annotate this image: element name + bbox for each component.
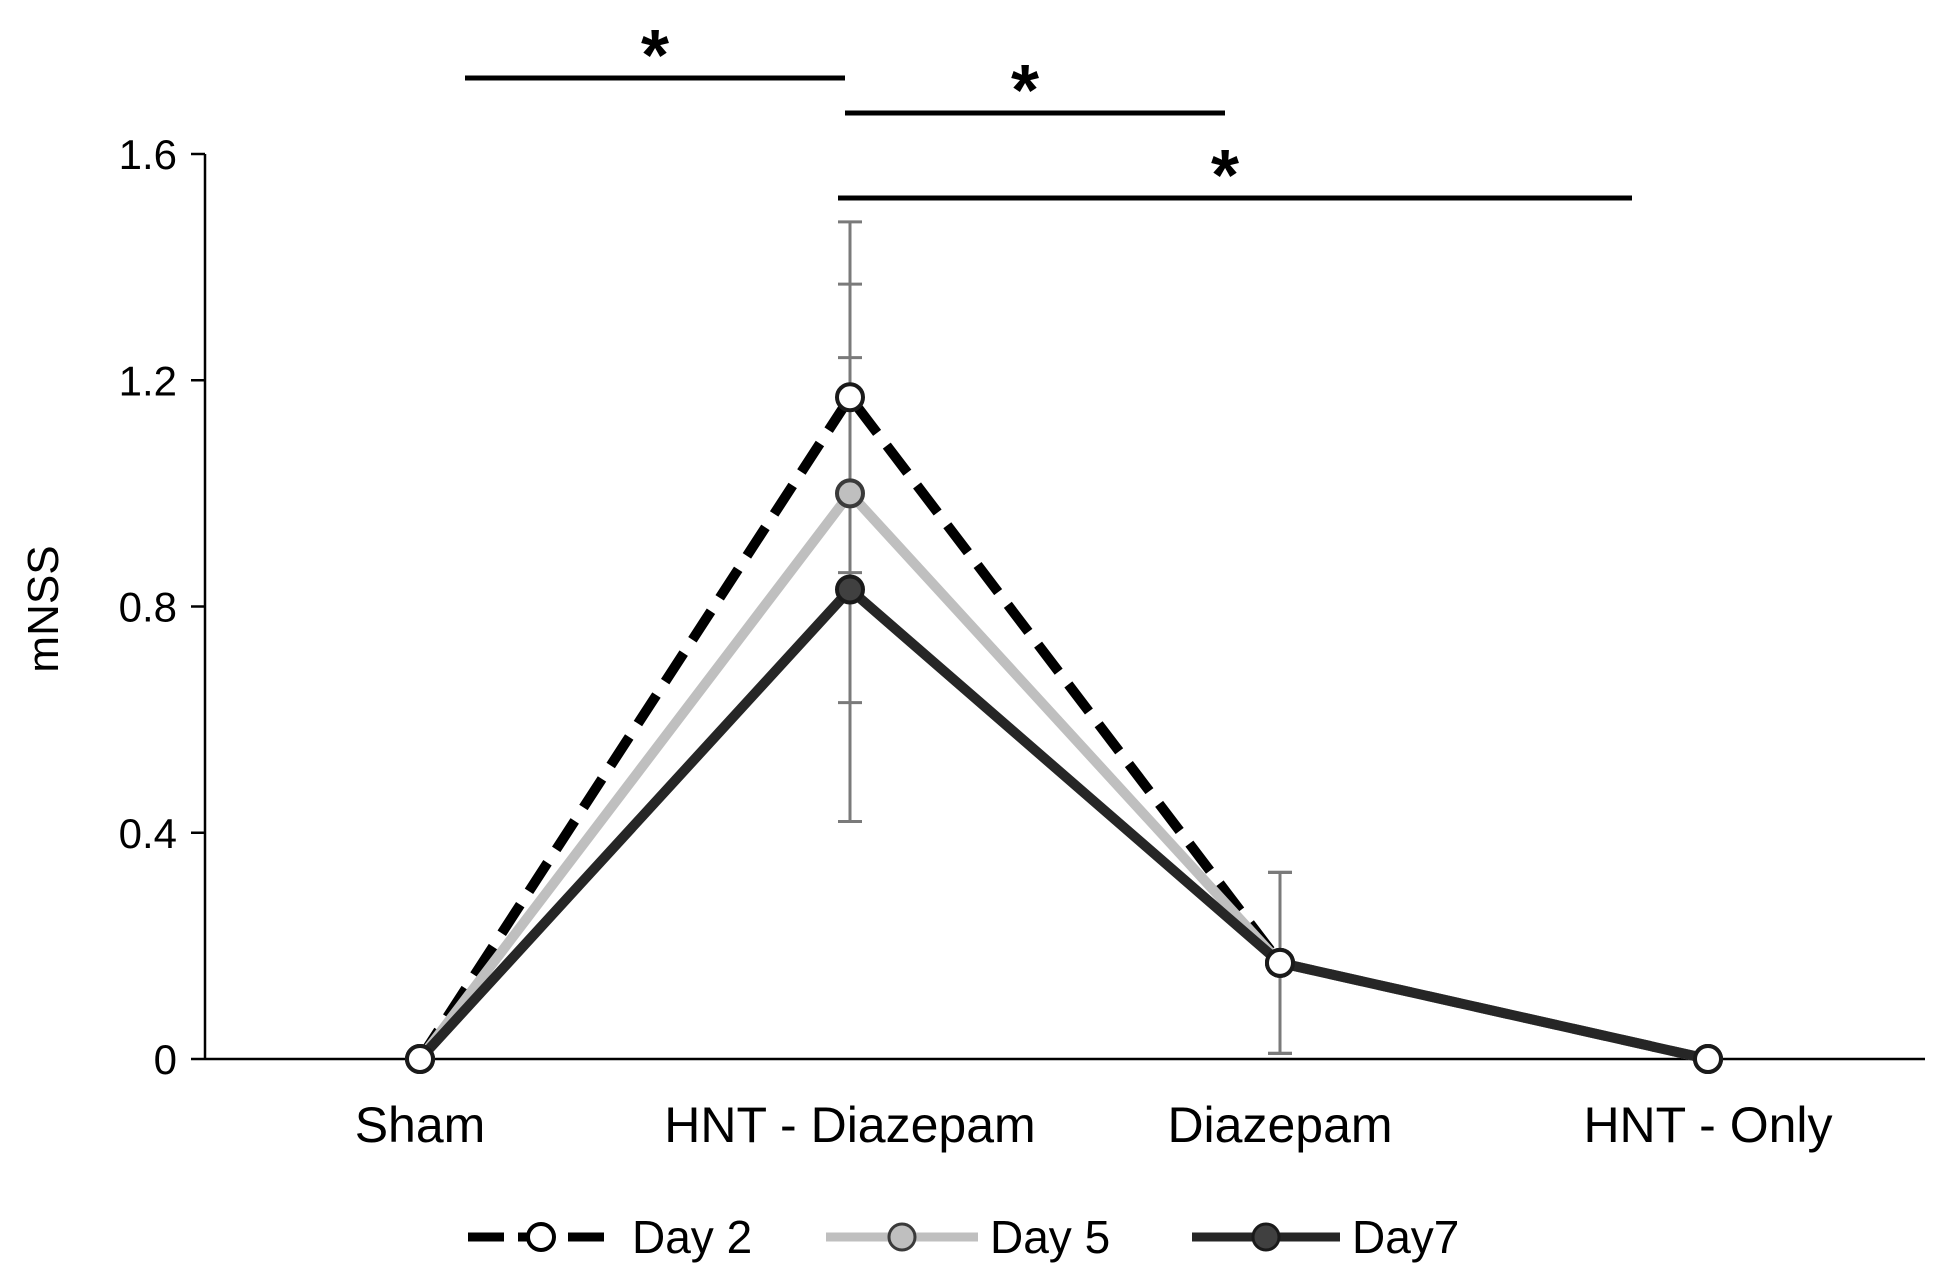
y-tick-label-1: 0.4 (119, 810, 177, 857)
legend-label-day2: Day 2 (632, 1211, 752, 1263)
y-axis-title: mNSS (19, 545, 68, 672)
legend-item-day2: Day 2 (468, 1211, 752, 1263)
legend-item-day5: Day 5 (826, 1211, 1110, 1263)
y-tick-label-4: 1.6 (119, 131, 177, 178)
significance-brackets: * * * (465, 16, 1632, 216)
x-category-label-1: HNT - Diazepam (664, 1097, 1035, 1153)
data-series (405, 382, 1723, 1074)
significance-star-2: * (1211, 136, 1239, 216)
x-category-label-2: Diazepam (1167, 1097, 1392, 1153)
legend: Day 2 Day 5 Day7 (468, 1211, 1459, 1263)
legend-item-day7: Day7 (1192, 1211, 1459, 1263)
data-point-day2-3 (1693, 1044, 1723, 1074)
data-point-day2-0 (405, 1044, 435, 1074)
x-category-label-3: HNT - Only (1583, 1097, 1832, 1153)
y-tick-label-3: 1.2 (119, 357, 177, 404)
legend-marker-day2 (526, 1222, 556, 1252)
significance-star-0: * (641, 16, 669, 96)
data-point-day2-2 (1265, 947, 1295, 978)
legend-marker-day5 (887, 1222, 917, 1252)
data-point-day2-1 (835, 382, 865, 413)
series-line-day7 (416, 584, 1710, 1064)
y-tick-label-2: 0.8 (119, 584, 177, 631)
data-point-day5-1 (835, 478, 865, 509)
x-axis: Sham HNT - Diazepam Diazepam HNT - Only (205, 1057, 1925, 1153)
y-tick-label-0: 0 (154, 1036, 177, 1083)
legend-label-day7: Day7 (1352, 1211, 1459, 1263)
significance-star-1: * (1011, 51, 1039, 131)
legend-marker-day7 (1251, 1222, 1281, 1252)
x-category-label-0: Sham (355, 1097, 486, 1153)
data-point-day7-1 (835, 574, 865, 605)
y-axis: 0 0.4 0.8 1.2 1.6 (119, 131, 207, 1083)
legend-label-day5: Day 5 (990, 1211, 1110, 1263)
